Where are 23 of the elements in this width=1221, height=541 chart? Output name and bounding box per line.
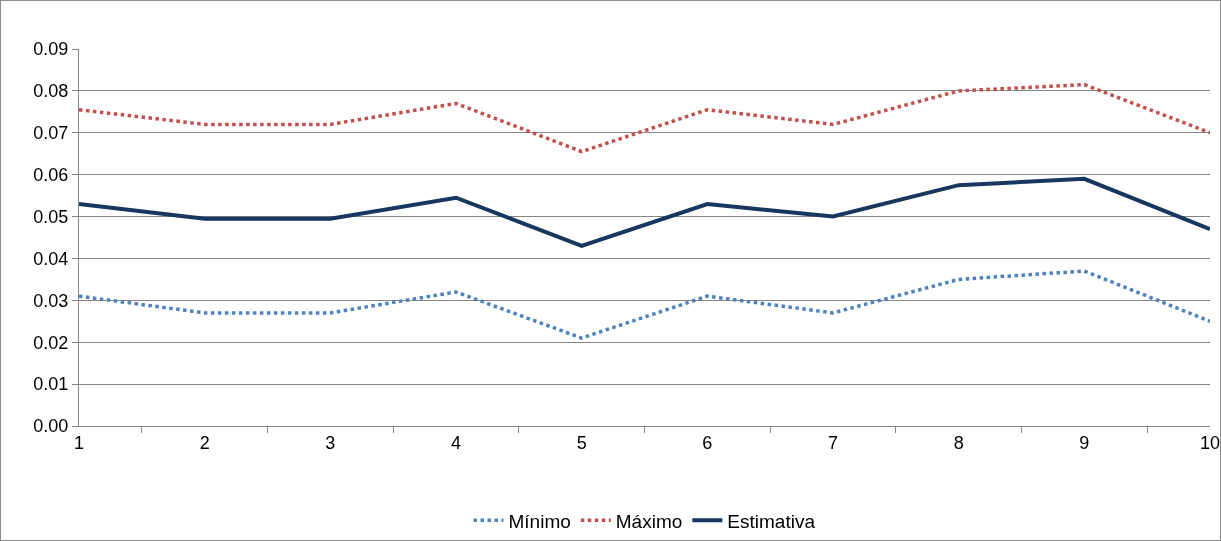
legend-label: Mínimo xyxy=(508,510,571,532)
y-tick-label: 0.02 xyxy=(33,332,69,353)
y-tick-label: 0.01 xyxy=(33,374,69,395)
y-tick-label: 0.06 xyxy=(33,164,69,185)
y-tick-label: 0.08 xyxy=(33,81,69,102)
x-tick-label: 4 xyxy=(450,432,462,453)
y-tick-label: 0.04 xyxy=(33,248,69,269)
x-tick-label: 6 xyxy=(702,432,713,453)
x-tick-label: 5 xyxy=(576,432,587,453)
x-tick-label: 2 xyxy=(199,432,210,453)
x-tick-label: 9 xyxy=(1079,432,1090,453)
y-tick-label: 0.09 xyxy=(33,39,69,60)
legend-label: Máximo xyxy=(615,510,683,532)
y-tick-label: 0.05 xyxy=(33,206,69,227)
y-tick-label: 0.07 xyxy=(33,123,69,144)
x-tick-label: 7 xyxy=(827,432,839,453)
x-tick-label: 8 xyxy=(953,432,964,453)
x-tick-label: 10 xyxy=(1199,432,1221,453)
x-tick-label: 1 xyxy=(73,432,85,453)
x-tick-label: 3 xyxy=(325,432,336,453)
y-tick-label: 0.00 xyxy=(33,416,69,437)
y-tick-label: 0.03 xyxy=(33,290,69,311)
legend-label: Estimativa xyxy=(727,510,816,532)
